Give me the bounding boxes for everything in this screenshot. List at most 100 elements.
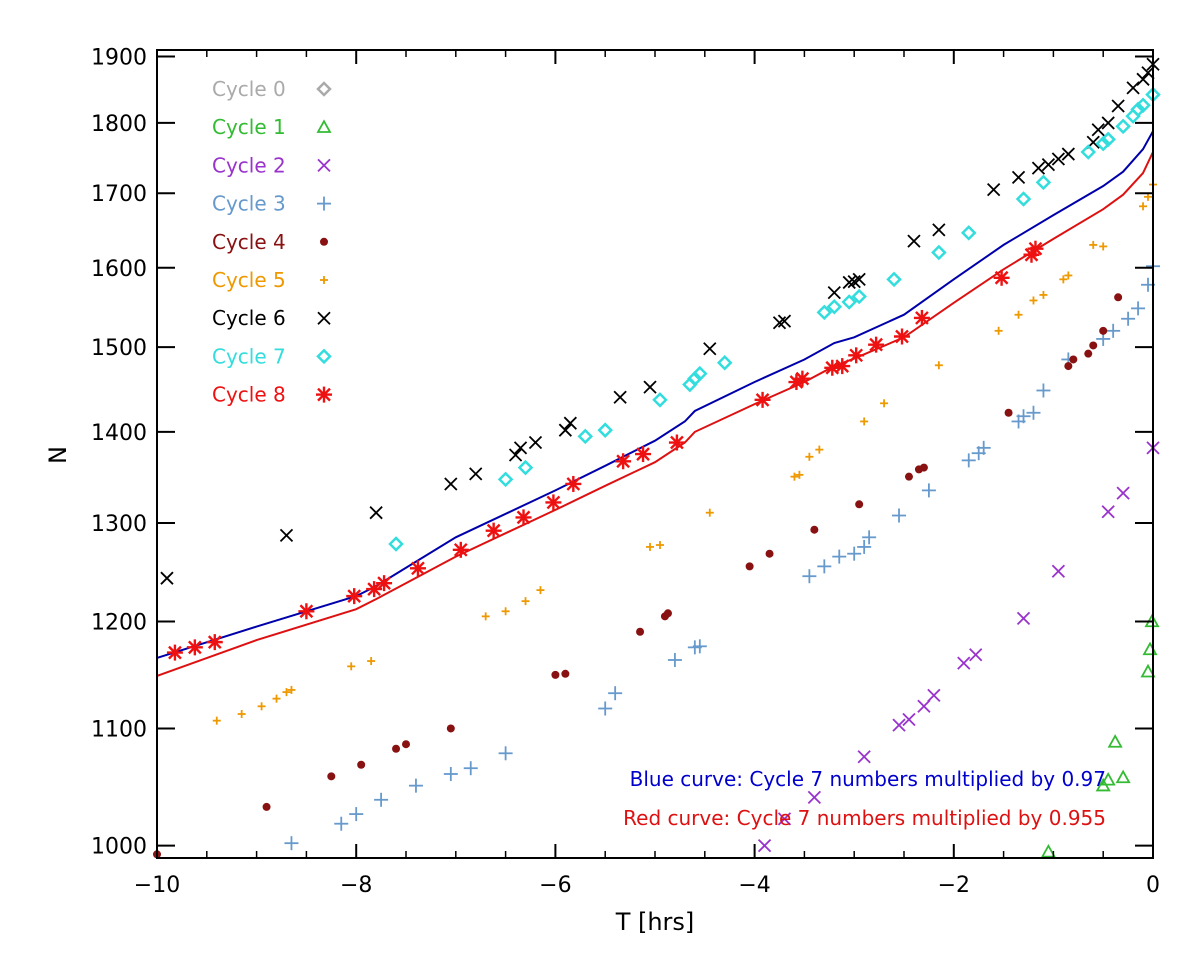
y-tick-label: 1100 <box>91 717 147 742</box>
data-point-cycle-3 <box>921 483 936 498</box>
y-tick-label: 1700 <box>91 182 147 207</box>
legend-marker <box>317 311 331 325</box>
data-point-cycle-8 <box>346 588 363 605</box>
data-point-cycle-3 <box>349 807 364 822</box>
data-point-cycle-3 <box>847 546 862 561</box>
data-point-cycle-6 <box>842 275 856 290</box>
y-tick-label: 1600 <box>91 257 147 282</box>
data-point-cycle-5 <box>705 508 714 517</box>
data-point-cycle-3 <box>1131 301 1146 316</box>
data-point-cycle-6 <box>907 234 921 248</box>
data-point-cycle-1 <box>1100 771 1116 786</box>
markers-layer <box>153 57 1161 859</box>
data-point-cycle-2 <box>777 812 792 826</box>
data-point-cycle-8 <box>206 634 223 651</box>
data-point-cycle-3 <box>443 766 458 781</box>
data-point-cycle-3 <box>1106 323 1121 338</box>
data-point-cycle-5 <box>880 399 889 408</box>
data-point-cycle-3 <box>598 701 613 716</box>
data-point-cycle-6 <box>563 416 577 430</box>
curve-0 <box>156 130 1154 659</box>
data-point-cycle-8 <box>298 603 315 620</box>
data-point-cycle-4 <box>357 760 366 769</box>
data-point-cycle-7 <box>597 422 613 438</box>
data-point-cycle-1 <box>1107 734 1123 748</box>
y-tick-label: 1900 <box>91 45 147 70</box>
legend-marker <box>316 119 332 133</box>
data-point-cycle-3 <box>334 816 349 831</box>
data-point-cycle-6 <box>444 477 458 491</box>
data-point-cycle-6 <box>1051 152 1066 166</box>
data-point-cycle-8 <box>794 370 811 387</box>
data-point-cycle-5 <box>1064 271 1073 280</box>
data-point-cycle-4 <box>1099 326 1108 335</box>
data-point-cycle-5 <box>237 710 246 719</box>
tick-labels: −10 −8 −6 −4 −2 0 1000 1100 1200 1300 1400 1500 1600… <box>91 45 1160 898</box>
data-point-cycle-7 <box>1080 144 1097 160</box>
data-point-cycle-3 <box>817 559 832 574</box>
data-point-cycle-8 <box>635 446 652 463</box>
data-point-cycle-2 <box>1051 564 1066 578</box>
series-cycle-6 <box>160 57 1160 585</box>
x-tick-label: 0 <box>1146 873 1160 898</box>
data-point-cycle-8 <box>166 644 183 661</box>
data-point-cycle-4 <box>1084 349 1093 358</box>
data-point-cycle-3 <box>976 440 991 455</box>
data-point-cycle-5 <box>287 685 296 694</box>
data-point-cycle-2 <box>757 839 772 853</box>
data-point-cycle-2 <box>969 648 983 662</box>
x-tick-label: −8 <box>340 873 372 898</box>
data-point-cycle-3 <box>961 453 976 468</box>
legend-marker <box>317 196 331 211</box>
y-tick-label: 1300 <box>91 512 147 537</box>
legend: Cycle 0 Cycle 1 Cycle 2 Cycle 3 Cycle 4 Cycle… <box>212 77 332 407</box>
data-point-cycle-6 <box>1101 116 1115 130</box>
legend-item-cycle-1: Cycle 1 <box>212 115 332 139</box>
data-point-cycle-4 <box>810 525 819 534</box>
data-point-cycle-5 <box>790 472 799 481</box>
data-point-cycle-4 <box>1089 341 1098 350</box>
data-point-cycle-8 <box>894 328 911 345</box>
legend-label: Cycle 3 <box>212 192 286 216</box>
data-point-cycle-6 <box>827 285 841 300</box>
data-point-cycle-6 <box>1041 157 1056 172</box>
data-point-cycle-7 <box>841 294 857 310</box>
ticks-layer <box>156 50 1154 858</box>
legend-label: Cycle 2 <box>212 153 286 177</box>
data-point-cycle-8 <box>993 269 1010 286</box>
data-point-cycle-6 <box>987 182 1001 197</box>
data-point-cycle-3 <box>1036 383 1051 398</box>
series-cycle-5 <box>212 180 1157 725</box>
data-point-cycle-3 <box>408 778 423 793</box>
series-cycle-7 <box>388 86 1161 552</box>
data-point-cycle-7 <box>1135 97 1151 114</box>
data-point-cycle-2 <box>1116 486 1130 500</box>
y-axis-title: N <box>44 446 72 464</box>
data-point-cycle-8 <box>186 639 203 656</box>
data-point-cycle-5 <box>257 702 266 711</box>
data-point-cycle-4 <box>919 463 928 472</box>
data-point-cycle-7 <box>1095 135 1111 152</box>
data-point-cycle-5 <box>646 542 655 551</box>
curves-layer <box>156 130 1154 677</box>
legend-marker <box>316 348 332 365</box>
series-cycle-2 <box>757 441 1160 853</box>
data-point-cycle-5 <box>994 326 1003 335</box>
data-point-cycle-3 <box>498 746 513 761</box>
data-point-cycle-4 <box>904 472 913 481</box>
x-tick-label: −4 <box>738 873 770 898</box>
data-point-cycle-7 <box>692 365 708 382</box>
data-point-cycle-2 <box>892 718 906 732</box>
data-point-cycle-3 <box>832 549 847 564</box>
blue-curve-note: Blue curve: Cycle 7 numbers multiplied b… <box>630 767 1106 791</box>
data-point-cycle-4 <box>663 609 672 618</box>
data-point-cycle-8 <box>615 453 632 470</box>
data-point-cycle-2 <box>902 712 916 727</box>
data-point-cycle-6 <box>1091 123 1105 137</box>
x-tick-label: −2 <box>938 873 970 898</box>
legend-marker <box>320 276 328 284</box>
x-axis-title: T [hrs] <box>615 908 695 936</box>
data-point-cycle-6 <box>279 528 294 543</box>
legend-item-cycle-2: Cycle 2 <box>212 153 331 177</box>
data-point-cycle-7 <box>577 428 594 445</box>
